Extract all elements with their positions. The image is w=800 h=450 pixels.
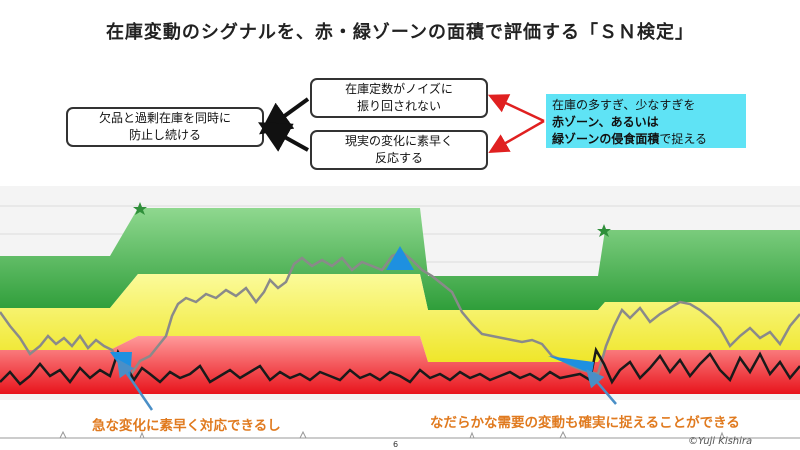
- black-arrow-lower: [258, 122, 309, 152]
- noise-box: 在庫定数がノイズに 振り回されない: [310, 78, 488, 118]
- blue-marker-right: [548, 356, 594, 374]
- star-icon: [133, 202, 147, 215]
- info-line-1: 在庫の多すぎ、少なすぎを: [552, 98, 696, 112]
- credit-text: ©Yuji Kishira: [688, 436, 753, 447]
- noise-line-2: 振り回されない: [356, 99, 441, 113]
- info-box: 在庫の多すぎ、少なすぎを 赤ゾーン、あるいは 緑ゾーンの侵食面積で捉える: [546, 94, 746, 148]
- page-title: 在庫変動のシグナルを、赤・緑ゾーンの面積で評価する「ＳＮ検定」: [105, 22, 695, 43]
- info-line-3-tail: で捉える: [659, 132, 708, 146]
- react-line-1: 現実の変化に素早く: [344, 134, 453, 148]
- yellow-zone: [0, 274, 800, 362]
- info-line-3-bold: 緑ゾーンの侵食面積: [552, 132, 660, 146]
- red-arrow-upper: [487, 94, 545, 123]
- info-line-2: 赤ゾーン、あるいは: [552, 115, 659, 129]
- page-number: 6: [393, 440, 399, 449]
- caption-right: なだらかな需要の変動も確実に捉えることができる: [430, 415, 740, 431]
- goal-line-1: 欠品と過剰在庫を同時に: [98, 111, 231, 125]
- react-box: 現実の変化に素早く 反応する: [310, 130, 488, 170]
- zone-chart: [0, 186, 800, 400]
- noise-line-1: 在庫定数がノイズに: [345, 82, 453, 96]
- goal-line-2: 防止し続ける: [128, 128, 201, 142]
- star-icon: [597, 224, 611, 237]
- caption-left: 急な変化に素早く対応できるし: [92, 418, 281, 434]
- blue-marker-peak: [386, 246, 414, 270]
- goal-box: 欠品と過剰在庫を同時に 防止し続ける: [66, 107, 264, 147]
- react-line-2: 反応する: [374, 151, 423, 165]
- red-arrow-lower: [488, 119, 545, 153]
- black-arrow-upper: [259, 97, 310, 135]
